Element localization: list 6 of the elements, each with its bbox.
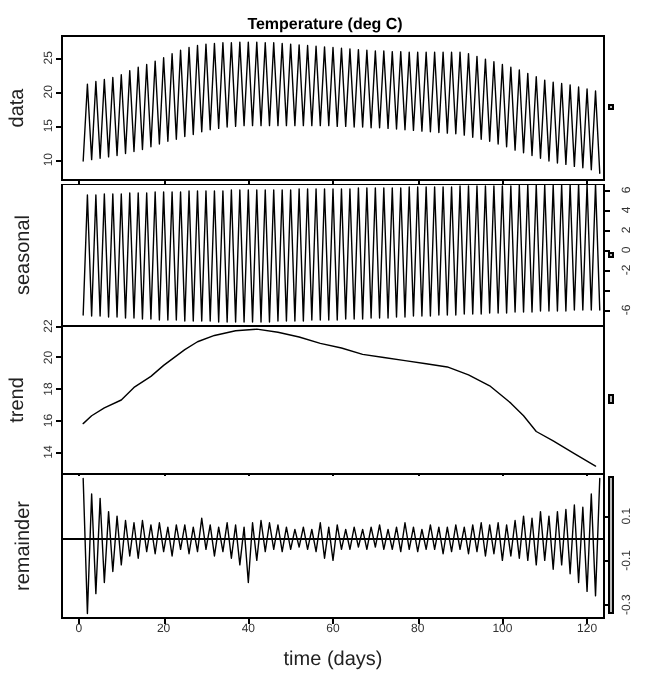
x-axis-title: time (days) [283,649,383,671]
y-axis-title: remainder [13,499,35,592]
y-axis-title: trend [7,377,30,423]
y-axis-title: seasonal [13,214,35,296]
chart-title: Temperature (deg C) [247,15,404,33]
y-axis-title: data [7,87,30,128]
